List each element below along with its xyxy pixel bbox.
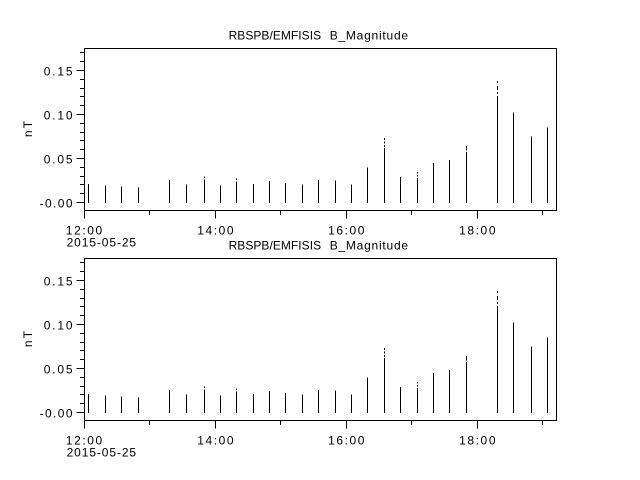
svg-text:14:00: 14:00 <box>197 433 234 447</box>
svg-text:0.05: 0.05 <box>44 152 73 166</box>
svg-text:12:00: 12:00 <box>66 433 103 447</box>
svg-text:0.10: 0.10 <box>44 318 73 332</box>
svg-text:16:00: 16:00 <box>328 433 365 447</box>
svg-text:0.15: 0.15 <box>44 64 73 78</box>
svg-text:0.05: 0.05 <box>44 362 73 376</box>
svg-text:18:00: 18:00 <box>459 433 496 447</box>
svg-text:B_Magnitude: B_Magnitude <box>330 238 409 252</box>
svg-text:RBSPB/EMFISIS: RBSPB/EMFISIS <box>229 28 322 42</box>
svg-text:2015-05-25: 2015-05-25 <box>67 445 137 459</box>
svg-text:-0.00: -0.00 <box>40 406 73 420</box>
svg-text:nT: nT <box>21 330 35 347</box>
svg-text:2015-05-25: 2015-05-25 <box>67 235 137 249</box>
svg-text:-0.00: -0.00 <box>40 196 73 210</box>
svg-text:B_Magnitude: B_Magnitude <box>330 28 409 42</box>
svg-text:0.10: 0.10 <box>44 108 73 122</box>
svg-text:14:00: 14:00 <box>197 223 234 237</box>
svg-text:nT: nT <box>21 120 35 137</box>
svg-text:18:00: 18:00 <box>459 223 496 237</box>
svg-text:0.15: 0.15 <box>44 274 73 288</box>
svg-text:RBSPB/EMFISIS: RBSPB/EMFISIS <box>229 238 322 252</box>
svg-text:16:00: 16:00 <box>328 223 365 237</box>
svg-text:12:00: 12:00 <box>66 223 103 237</box>
